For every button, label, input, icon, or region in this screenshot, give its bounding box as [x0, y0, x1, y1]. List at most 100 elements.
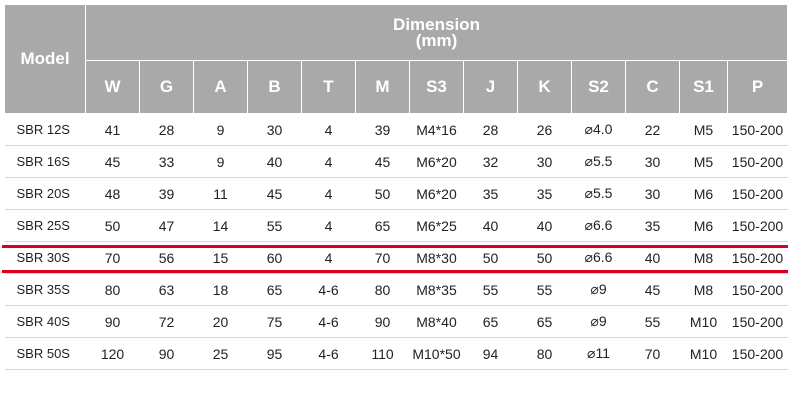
- dimension-cell: 90: [139, 337, 194, 370]
- dimension-cell: 80: [517, 337, 572, 370]
- table-row: SBR 25S 50 47 14 55 4 65 M6*25 40 40 ⌀6.6 35 M6 150-2…: [4, 209, 788, 242]
- column-header-row: W G A B T M S3 J K S2 C S1 P: [5, 60, 788, 114]
- dimension-cell: M6: [679, 209, 728, 242]
- column-header-g: G: [139, 60, 194, 114]
- column-header-c: C: [625, 60, 680, 114]
- table-row: SBR 40S 90 72 20 75 4-6 90 M8*40 65 65 ⌀9 55 M10 150-…: [4, 305, 788, 338]
- dimension-cell: 65: [247, 273, 302, 306]
- dimension-cell: 4-6: [301, 305, 356, 338]
- dimension-cell: 30: [625, 177, 680, 210]
- column-header-k: K: [517, 60, 572, 114]
- model-cell: SBR 25S: [4, 209, 86, 242]
- dimension-cell: 150-200: [727, 145, 788, 178]
- table-row: SBR 12S 41 28 9 30 4 39 M4*16 28 26 ⌀4.0 22 M5 150-20…: [4, 113, 788, 146]
- model-cell: SBR 50S: [4, 337, 86, 370]
- dimension-cell: 150-200: [727, 241, 788, 274]
- dimension-cell: 65: [517, 305, 572, 338]
- dimension-cell: 45: [355, 145, 410, 178]
- dimension-cell: 150-200: [727, 337, 788, 370]
- column-header-s1: S1: [679, 60, 728, 114]
- dimension-cell: 80: [355, 273, 410, 306]
- dimension-cell: 14: [193, 209, 248, 242]
- dimension-cell: M8*40: [409, 305, 464, 338]
- column-header-t: T: [301, 60, 356, 114]
- dimension-cell: 72: [139, 305, 194, 338]
- dimension-cell: 90: [355, 305, 410, 338]
- dimension-cell: 60: [247, 241, 302, 274]
- model-cell: SBR 35S: [4, 273, 86, 306]
- dimension-cell: 35: [463, 177, 518, 210]
- dimension-cell: 120: [85, 337, 140, 370]
- dimension-cell: 32: [463, 145, 518, 178]
- dimension-cell: 50: [355, 177, 410, 210]
- dimension-cell: 55: [463, 273, 518, 306]
- dimension-cell: M6*20: [409, 177, 464, 210]
- dimension-cell: M5: [679, 145, 728, 178]
- dimension-cell: ⌀11: [571, 337, 626, 370]
- dimension-cell: ⌀9: [571, 273, 626, 306]
- dimension-cell: M10: [679, 337, 728, 370]
- dimension-cell: M8: [679, 273, 728, 306]
- model-cell: SBR 12S: [4, 113, 86, 146]
- dimension-cell: 45: [625, 273, 680, 306]
- dimension-cell: M10*50: [409, 337, 464, 370]
- dimension-cell: M6*20: [409, 145, 464, 178]
- model-cell: SBR 16S: [4, 145, 86, 178]
- table-row: SBR 16S 45 33 9 40 4 45 M6*20 32 30 ⌀5.5 30 M5 150-20…: [4, 145, 788, 178]
- dimension-cell: 56: [139, 241, 194, 274]
- dimension-table: Model Dimension (mm) W G A B T M S3 J K S2 C S1 P SB…: [4, 4, 788, 370]
- dimension-cell: 41: [85, 113, 140, 146]
- dimension-cell: 45: [85, 145, 140, 178]
- dimension-cell: 4-6: [301, 337, 356, 370]
- dimension-cell: 150-200: [727, 305, 788, 338]
- dimension-cell: 28: [139, 113, 194, 146]
- model-cell: SBR 20S: [4, 177, 86, 210]
- dimension-cell: 33: [139, 145, 194, 178]
- model-cell: SBR 30S: [4, 241, 86, 274]
- dimension-cell: 150-200: [727, 209, 788, 242]
- dimension-cell: 55: [517, 273, 572, 306]
- dimension-cell: 150-200: [727, 113, 788, 146]
- column-header-a: A: [193, 60, 248, 114]
- dimension-cell: 63: [139, 273, 194, 306]
- dimension-cell: M10: [679, 305, 728, 338]
- dimension-cell: 26: [517, 113, 572, 146]
- dimension-cell: 4: [301, 209, 356, 242]
- model-cell: SBR 40S: [4, 305, 86, 338]
- dimension-cell: M4*16: [409, 113, 464, 146]
- dimension-cell: 65: [355, 209, 410, 242]
- dimension-cell: 4: [301, 177, 356, 210]
- dimension-cell: 55: [247, 209, 302, 242]
- dimension-cell: 70: [85, 241, 140, 274]
- dimension-cell: 40: [625, 241, 680, 274]
- dimension-cell: 4: [301, 145, 356, 178]
- dimension-cell: 9: [193, 113, 248, 146]
- column-header-s2: S2: [571, 60, 626, 114]
- dimension-cell: 9: [193, 145, 248, 178]
- dimension-cell: 50: [463, 241, 518, 274]
- dimension-cell: M8: [679, 241, 728, 274]
- dimension-cell: ⌀5.5: [571, 177, 626, 210]
- column-header-s3: S3: [409, 60, 464, 114]
- dimension-cell: 75: [247, 305, 302, 338]
- dimension-cell: 70: [625, 337, 680, 370]
- dimension-cell: 30: [625, 145, 680, 178]
- table-row: SBR 50S 120 90 25 95 4-6 110 M10*50 94 80 ⌀11 70 M10…: [4, 337, 788, 370]
- dimension-cell: 30: [247, 113, 302, 146]
- dimension-cell: 22: [625, 113, 680, 146]
- dimension-cell: 50: [517, 241, 572, 274]
- dimension-cell: ⌀5.5: [571, 145, 626, 178]
- dimension-cell: 35: [625, 209, 680, 242]
- dimension-cell: ⌀4.0: [571, 113, 626, 146]
- dimension-cell: 40: [517, 209, 572, 242]
- dimension-cell: 4: [301, 113, 356, 146]
- dimension-cell: 40: [247, 145, 302, 178]
- dimension-cell: 35: [517, 177, 572, 210]
- dimension-cell: 55: [625, 305, 680, 338]
- dimension-cell: M8*35: [409, 273, 464, 306]
- column-header-j: J: [463, 60, 518, 114]
- dimension-group-header: Dimension (mm): [85, 4, 788, 61]
- dimension-cell: 40: [463, 209, 518, 242]
- dimension-cell: 45: [247, 177, 302, 210]
- table-row: SBR 20S 48 39 11 45 4 50 M6*20 35 35 ⌀5.5 30 M6 150-2…: [4, 177, 788, 210]
